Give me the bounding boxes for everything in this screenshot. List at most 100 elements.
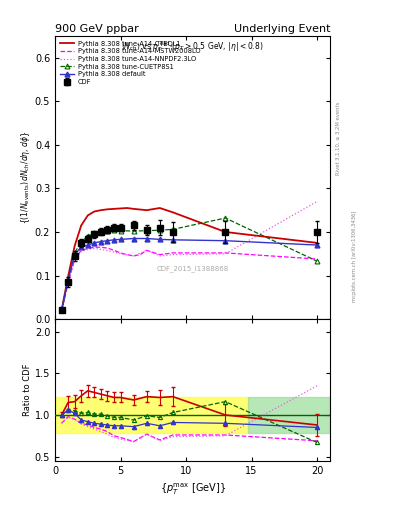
Pythia 8.308 default [118,237,123,243]
Pythia 8.308 tune-CUETP8S1 [59,307,64,313]
Line: Pythia 8.308 tune-A14-MSTW2008LO: Pythia 8.308 tune-A14-MSTW2008LO [62,247,317,311]
Pythia 8.308 tune-A14-MSTW2008LO [223,250,228,256]
Y-axis label: $\{(1/N_\mathrm{events})\,dN_\mathrm{ch}/d\eta,\,d\phi\}$: $\{(1/N_\mathrm{events})\,dN_\mathrm{ch}… [19,131,32,224]
Pythia 8.308 tune-A14-MSTW2008LO [72,256,77,262]
Pythia 8.308 tune-A14-NNPDF2.3LO [118,251,123,257]
Pythia 8.308 default [112,237,116,243]
Pythia 8.308 tune-A14-MSTW2008LO [138,251,143,258]
Text: $\langle N_\mathrm{ch}\rangle$ vs $p_T^\mathrm{lead}$ ($p_T > 0.5$ GeV, $|\eta| : $\langle N_\mathrm{ch}\rangle$ vs $p_T^\… [121,39,264,54]
Y-axis label: Ratio to CDF: Ratio to CDF [23,364,32,416]
Pythia 8.308 tune-CUETP8S1 [118,228,123,234]
Pythia 8.308 tune-A14-CTEQL1 [112,206,116,212]
Pythia 8.308 default [59,307,64,313]
Pythia 8.308 tune-A14-NNPDF2.3LO [85,246,90,252]
Pythia 8.308 tune-A14-NNPDF2.3LO [99,246,103,252]
Text: mcplots.cern.ch [arXiv:1306.3436]: mcplots.cern.ch [arXiv:1306.3436] [352,210,357,302]
Pythia 8.308 tune-A14-CTEQL1 [131,206,136,212]
X-axis label: $\{p_T^\mathrm{max}\ [\mathrm{GeV}]\}$: $\{p_T^\mathrm{max}\ [\mathrm{GeV}]\}$ [160,481,226,497]
Pythia 8.308 tune-A14-CTEQL1 [223,229,228,235]
Pythia 8.308 tune-A14-CTEQL1 [105,206,110,212]
Line: Pythia 8.308 tune-CUETP8S1: Pythia 8.308 tune-CUETP8S1 [59,216,320,313]
Text: Rivet 3.1.10, ≥ 3.2M events: Rivet 3.1.10, ≥ 3.2M events [336,101,341,175]
Pythia 8.308 tune-CUETP8S1 [112,227,116,233]
Pythia 8.308 default [92,240,97,246]
Pythia 8.308 tune-A14-CTEQL1 [72,243,77,249]
Pythia 8.308 tune-A14-NNPDF2.3LO [171,251,175,258]
Pythia 8.308 tune-A14-MSTW2008LO [85,245,90,251]
Pythia 8.308 tune-A14-MSTW2008LO [315,256,320,262]
Pythia 8.308 tune-A14-CTEQL1 [92,208,97,215]
Pythia 8.308 tune-A14-NNPDF2.3LO [131,253,136,259]
Pythia 8.308 tune-A14-MSTW2008LO [125,251,129,258]
Pythia 8.308 default [66,277,70,283]
Pythia 8.308 tune-A14-CTEQL1 [118,205,123,211]
Pythia 8.308 tune-A14-MSTW2008LO [171,250,175,256]
Pythia 8.308 tune-CUETP8S1 [171,226,175,232]
Pythia 8.308 tune-A14-NNPDF2.3LO [66,281,70,287]
Pythia 8.308 tune-A14-MSTW2008LO [66,280,70,286]
Pythia 8.308 default [144,236,149,242]
Text: CDF_2015_I1388868: CDF_2015_I1388868 [156,265,229,271]
Pythia 8.308 tune-CUETP8S1 [79,239,84,245]
Pythia 8.308 default [158,237,162,243]
Pythia 8.308 tune-A14-CTEQL1 [125,205,129,211]
Bar [248,397,330,433]
Legend: Pythia 8.308 tune-A14-CTEQL1, Pythia 8.308 tune-A14-MSTW2008LO, Pythia 8.308 tun: Pythia 8.308 tune-A14-CTEQL1, Pythia 8.3… [58,39,202,87]
Pythia 8.308 tune-A14-NNPDF2.3LO [158,253,162,259]
Pythia 8.308 tune-CUETP8S1 [105,228,110,234]
Pythia 8.308 tune-A14-NNPDF2.3LO [59,308,64,314]
Pythia 8.308 default [223,238,228,244]
Line: Pythia 8.308 tune-A14-NNPDF2.3LO: Pythia 8.308 tune-A14-NNPDF2.3LO [62,201,317,311]
Pythia 8.308 tune-A14-CTEQL1 [315,240,320,246]
Pythia 8.308 tune-A14-CTEQL1 [79,222,84,228]
Pythia 8.308 tune-A14-CTEQL1 [99,207,103,214]
Pythia 8.308 tune-A14-NNPDF2.3LO [79,248,84,254]
Pythia 8.308 tune-CUETP8S1 [131,228,136,234]
Pythia 8.308 tune-A14-MSTW2008LO [99,244,103,250]
Pythia 8.308 tune-CUETP8S1 [66,277,70,283]
Pythia 8.308 tune-A14-MSTW2008LO [79,247,84,253]
Pythia 8.308 tune-A14-CTEQL1 [59,307,64,313]
Pythia 8.308 default [105,238,110,244]
Pythia 8.308 tune-A14-NNPDF2.3LO [144,247,149,253]
Pythia 8.308 tune-A14-CTEQL1 [85,212,90,219]
Bar [55,397,248,433]
Pythia 8.308 tune-A14-CTEQL1 [66,273,70,280]
Pythia 8.308 tune-A14-MSTW2008LO [59,308,64,314]
Pythia 8.308 tune-A14-CTEQL1 [144,207,149,214]
Pythia 8.308 tune-CUETP8S1 [158,227,162,233]
Pythia 8.308 tune-A14-NNPDF2.3LO [315,198,320,204]
Pythia 8.308 tune-A14-NNPDF2.3LO [105,248,110,254]
Pythia 8.308 tune-CUETP8S1 [315,258,320,264]
Pythia 8.308 tune-A14-MSTW2008LO [105,245,110,251]
Pythia 8.308 tune-A14-MSTW2008LO [92,244,97,250]
Pythia 8.308 tune-CUETP8S1 [92,230,97,237]
Pythia 8.308 default [72,251,77,258]
Pythia 8.308 tune-A14-NNPDF2.3LO [223,251,228,257]
Pythia 8.308 tune-A14-MSTW2008LO [158,251,162,258]
Text: 900 GeV ppbar: 900 GeV ppbar [55,24,139,34]
Line: Pythia 8.308 tune-A14-CTEQL1: Pythia 8.308 tune-A14-CTEQL1 [62,208,317,310]
Pythia 8.308 default [85,242,90,248]
Pythia 8.308 tune-A14-MSTW2008LO [131,253,136,259]
Pythia 8.308 default [131,236,136,242]
Line: Pythia 8.308 default: Pythia 8.308 default [59,236,320,313]
Text: Underlying Event: Underlying Event [233,24,330,34]
Pythia 8.308 default [99,239,103,245]
Pythia 8.308 tune-A14-CTEQL1 [171,209,175,216]
Pythia 8.308 tune-A14-NNPDF2.3LO [72,256,77,262]
Pythia 8.308 tune-A14-MSTW2008LO [144,247,149,253]
Pythia 8.308 tune-A14-NNPDF2.3LO [112,249,116,255]
Pythia 8.308 default [315,242,320,248]
Pythia 8.308 default [79,244,84,250]
Pythia 8.308 tune-CUETP8S1 [85,233,90,240]
Pythia 8.308 tune-A14-CTEQL1 [158,205,162,211]
Pythia 8.308 default [171,237,175,243]
Pythia 8.308 tune-CUETP8S1 [72,250,77,256]
Pythia 8.308 tune-CUETP8S1 [144,228,149,234]
Pythia 8.308 tune-A14-MSTW2008LO [118,250,123,256]
Pythia 8.308 tune-CUETP8S1 [99,228,103,234]
Pythia 8.308 tune-CUETP8S1 [223,215,228,221]
Pythia 8.308 tune-A14-MSTW2008LO [112,247,116,253]
Pythia 8.308 tune-A14-NNPDF2.3LO [92,245,97,251]
